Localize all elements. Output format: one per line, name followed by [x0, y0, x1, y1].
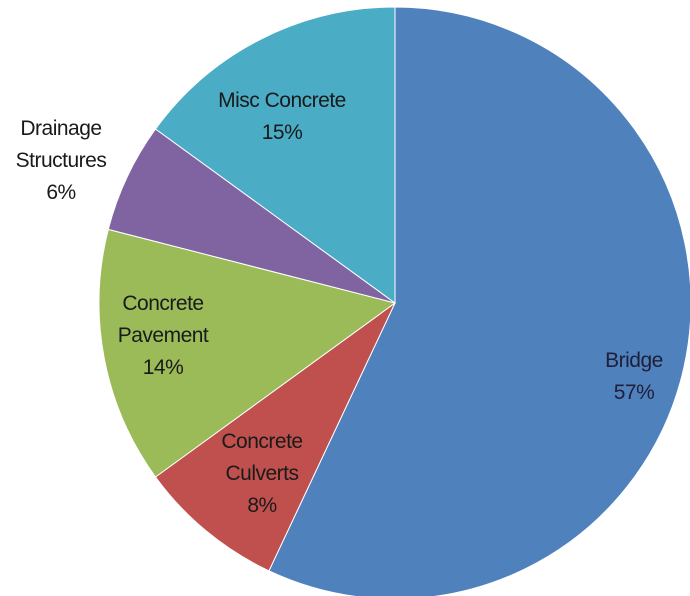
data-label-name: Concrete — [122, 292, 203, 315]
pie-slice-bridge — [268, 6, 690, 596]
data-label-percent: 57% — [614, 381, 655, 404]
pie-labels: Bridge 57% Concrete Culverts 8% Concrete Pavem… — [16, 89, 664, 517]
data-label-name: Bridge — [605, 349, 663, 372]
data-label-name: Drainage — [20, 117, 101, 140]
pie-slice-concrete-culverts — [154, 302, 396, 572]
data-label-misc-concrete: Misc Concrete 15% — [218, 89, 346, 144]
pie-slices — [98, 6, 690, 596]
data-label-percent: 14% — [143, 356, 184, 379]
data-label-bridge: Bridge 57% — [605, 349, 663, 404]
data-label-percent: 15% — [262, 121, 303, 144]
data-label-concrete-culverts: Concrete Culverts 8% — [221, 430, 302, 517]
data-label-name: Culverts — [225, 462, 298, 485]
data-label-concrete-pavement: Concrete Pavement 14% — [118, 292, 209, 379]
data-label-percent: 6% — [46, 181, 75, 204]
data-label-drainage-structures: Drainage Structures 6% — [16, 117, 107, 204]
pie-slice-concrete-pavement — [98, 228, 397, 478]
data-label-name: Concrete — [221, 430, 302, 453]
data-label-name: Pavement — [118, 324, 209, 347]
pie-slice-misc-concrete — [154, 6, 396, 304]
data-label-name: Misc Concrete — [218, 89, 346, 112]
data-label-name: Structures — [16, 149, 107, 172]
data-label-percent: 8% — [247, 494, 276, 517]
